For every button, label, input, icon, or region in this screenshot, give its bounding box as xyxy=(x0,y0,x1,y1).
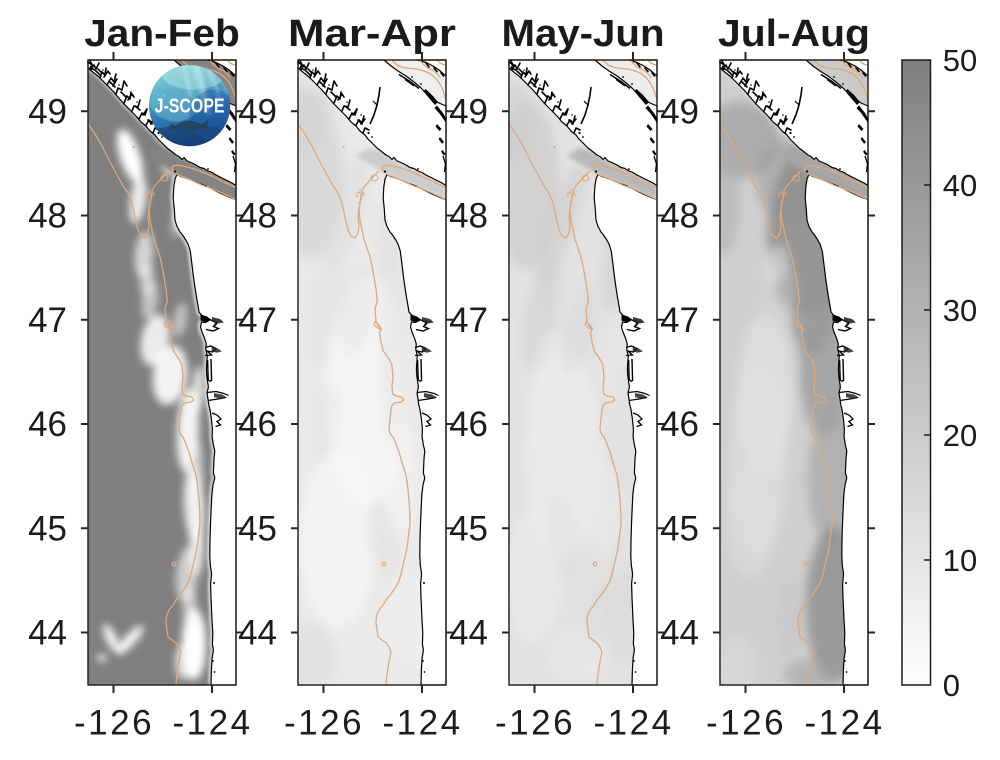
svg-text:49: 49 xyxy=(238,92,277,131)
svg-text:49: 49 xyxy=(449,92,488,131)
svg-text:44: 44 xyxy=(660,614,699,653)
svg-text:45: 45 xyxy=(28,509,67,548)
svg-text:50: 50 xyxy=(943,43,977,78)
svg-text:48: 48 xyxy=(660,197,699,236)
svg-text:Jan-Feb: Jan-Feb xyxy=(84,13,240,55)
svg-text:48: 48 xyxy=(238,197,277,236)
svg-text:-126: -126 xyxy=(706,704,785,743)
svg-text:-126: -126 xyxy=(495,704,574,743)
svg-text:46: 46 xyxy=(660,405,699,444)
svg-text:44: 44 xyxy=(449,614,488,653)
svg-text:46: 46 xyxy=(28,405,67,444)
svg-text:45: 45 xyxy=(449,509,488,548)
svg-text:46: 46 xyxy=(449,405,488,444)
svg-text:44: 44 xyxy=(28,614,67,653)
svg-text:49: 49 xyxy=(28,92,67,131)
svg-text:47: 47 xyxy=(660,301,699,340)
svg-text:-126: -126 xyxy=(74,704,153,743)
svg-text:40: 40 xyxy=(943,168,977,203)
svg-text:Mar-Apr: Mar-Apr xyxy=(288,13,456,55)
svg-text:47: 47 xyxy=(449,301,488,340)
svg-text:10: 10 xyxy=(943,543,977,578)
svg-text:-124: -124 xyxy=(383,704,462,743)
svg-text:45: 45 xyxy=(660,509,699,548)
svg-text:0: 0 xyxy=(943,668,960,703)
svg-text:-124: -124 xyxy=(805,704,884,743)
svg-text:-124: -124 xyxy=(594,704,673,743)
svg-text:49: 49 xyxy=(660,92,699,131)
svg-text:47: 47 xyxy=(238,301,277,340)
svg-text:May-Jun: May-Jun xyxy=(502,13,665,55)
svg-text:J-SCOPE: J-SCOPE xyxy=(155,96,225,118)
svg-text:-124: -124 xyxy=(173,704,252,743)
svg-text:-126: -126 xyxy=(284,704,363,743)
svg-text:44: 44 xyxy=(238,614,277,653)
svg-text:45: 45 xyxy=(238,509,277,548)
svg-text:Jul-Aug: Jul-Aug xyxy=(718,13,870,55)
svg-text:46: 46 xyxy=(238,405,277,444)
svg-text:48: 48 xyxy=(28,197,67,236)
svg-text:30: 30 xyxy=(943,293,977,328)
svg-text:20: 20 xyxy=(943,418,977,453)
svg-text:47: 47 xyxy=(28,301,67,340)
svg-text:48: 48 xyxy=(449,197,488,236)
